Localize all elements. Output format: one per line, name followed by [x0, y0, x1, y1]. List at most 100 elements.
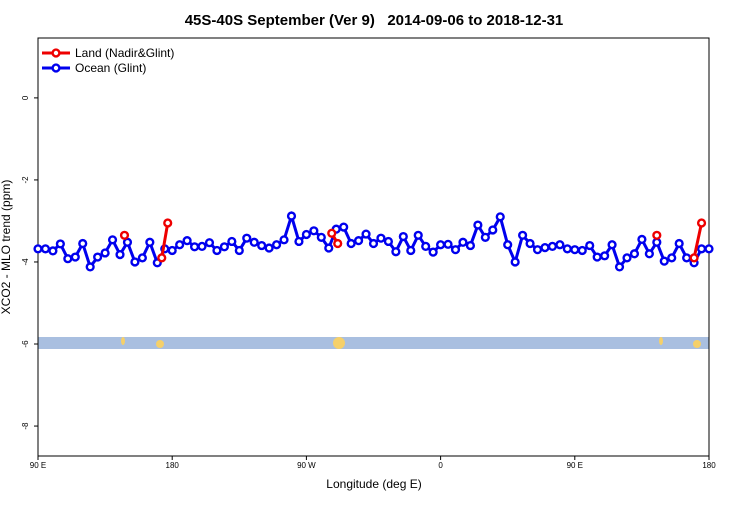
data-point: [458, 237, 468, 247]
data-point: [667, 253, 677, 263]
data-point: [167, 245, 177, 256]
land-patch: [333, 337, 345, 349]
data-point: [63, 254, 73, 264]
data-point: [33, 244, 43, 254]
data-point: [652, 230, 662, 240]
data-point: [257, 240, 267, 251]
data-point: [346, 238, 356, 249]
x-tick-label: 180: [702, 461, 716, 470]
data-point: [55, 239, 65, 249]
data-point: [443, 239, 453, 249]
x-tick-label: 90 E: [30, 461, 46, 470]
data-point: [480, 232, 490, 242]
data-point: [421, 241, 431, 251]
data-point: [361, 229, 371, 239]
y-tick-label: -6: [21, 340, 30, 348]
x-tick-label: 0: [438, 461, 443, 470]
data-point: [70, 252, 80, 262]
data-point: [130, 257, 140, 267]
data-point: [428, 247, 438, 257]
data-point: [327, 228, 337, 238]
data-point: [175, 240, 185, 250]
data-point: [383, 236, 394, 247]
data-point: [644, 249, 654, 259]
data-point: [115, 249, 125, 260]
data-point: [376, 233, 386, 243]
plot-area: [33, 210, 714, 272]
data-point: [219, 242, 229, 252]
data-point: [570, 245, 580, 255]
data-point: [353, 236, 364, 246]
data-point: [264, 243, 274, 253]
data-point: [674, 238, 684, 249]
data-point: [540, 243, 550, 253]
data-point: [182, 236, 192, 246]
data-point: [473, 220, 483, 230]
x-tick-label: 90 W: [297, 461, 316, 470]
data-point: [324, 243, 334, 253]
data-point: [704, 244, 714, 254]
data-point: [249, 237, 259, 247]
data-point: [592, 252, 602, 262]
data-point: [368, 238, 379, 249]
land-patch: [659, 337, 663, 345]
data-point: [696, 244, 707, 254]
data-point: [659, 256, 669, 266]
data-point: [157, 253, 167, 263]
data-point: [119, 230, 130, 240]
data-point: [286, 211, 297, 221]
data-point: [40, 244, 51, 254]
data-point: [137, 253, 147, 263]
data-point: [48, 246, 58, 256]
data-point: [85, 262, 95, 272]
data-point: [100, 248, 110, 258]
data-point: [406, 245, 416, 256]
data-point: [242, 233, 252, 243]
data-point: [607, 240, 617, 250]
data-point: [682, 253, 692, 263]
y-tick-label: -8: [21, 422, 30, 430]
ocean-strip: [38, 337, 709, 349]
data-point: [600, 251, 610, 261]
y-tick-label: -2: [21, 176, 30, 184]
data-point: [450, 245, 461, 255]
y-tick-label: -4: [21, 258, 30, 266]
data-point: [689, 253, 699, 263]
data-point: [629, 249, 640, 259]
x-axis-title: Longitude (deg E): [326, 477, 421, 491]
legend-marker: [51, 48, 61, 58]
data-point: [234, 245, 244, 256]
y-tick-label: 0: [21, 95, 30, 100]
data-point: [532, 245, 543, 255]
data-point: [333, 238, 343, 249]
land-patch: [156, 340, 164, 348]
data-point: [107, 235, 118, 245]
data-point: [696, 218, 707, 228]
data-point: [212, 245, 222, 256]
data-point: [637, 234, 647, 245]
legend-label: Ocean (Glint): [75, 61, 146, 75]
data-point: [510, 257, 520, 267]
data-point: [555, 240, 565, 250]
land-patch: [693, 340, 701, 348]
data-point: [495, 212, 505, 222]
chart-title: 45S-40S September (Ver 9) 2014-09-06 to …: [185, 12, 564, 29]
data-point: [525, 238, 535, 249]
legend-marker: [51, 63, 61, 73]
data-point: [93, 252, 103, 262]
data-point: [145, 237, 155, 247]
data-point: [518, 230, 528, 240]
data-point: [436, 240, 446, 250]
data-point: [577, 245, 587, 256]
data-point: [465, 240, 476, 251]
data-point: [122, 237, 133, 247]
data-point: [163, 218, 173, 228]
data-point: [547, 241, 558, 251]
data-point: [189, 242, 200, 252]
land-mask-strip: [38, 337, 709, 349]
x-tick-label: 180: [166, 461, 180, 470]
data-point: [294, 236, 304, 247]
data-point: [503, 240, 513, 250]
data-point: [316, 232, 326, 242]
